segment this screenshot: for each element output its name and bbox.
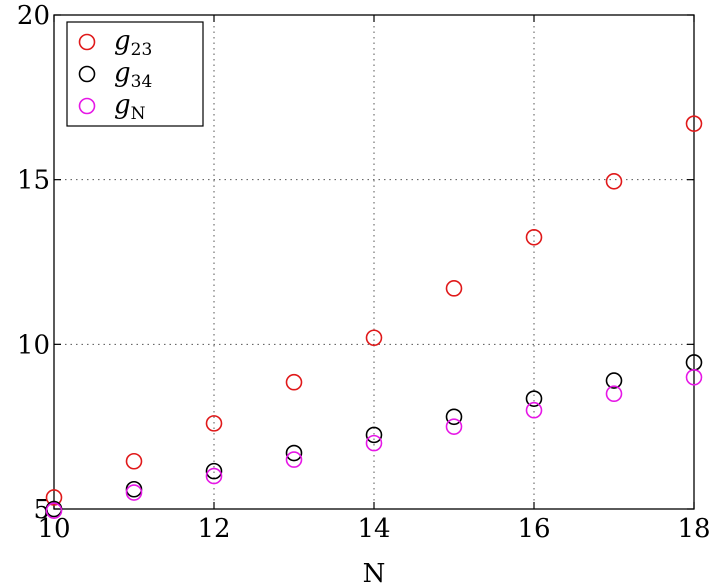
data-point-series-0 [445, 280, 463, 297]
x-tick-label: 18 [677, 514, 710, 544]
legend-label-subscript: 34 [131, 72, 153, 92]
x-tick-label: 16 [517, 514, 550, 544]
data-point-series-1 [125, 480, 143, 498]
data-point-series-2 [525, 401, 543, 419]
legend-marker [78, 97, 96, 115]
data-point-series-1 [205, 462, 223, 480]
data-point-series-2 [205, 467, 223, 485]
y-tick-label: 5 [33, 495, 50, 525]
legend-marker [78, 33, 96, 51]
data-point-series-2 [45, 502, 63, 519]
x-tick-label: 12 [197, 514, 230, 544]
grid-lines [54, 15, 694, 509]
legend-label: gN [114, 90, 146, 124]
x-axis-label: N [363, 559, 386, 588]
data-point-series-0 [605, 173, 623, 190]
data-point-series-0 [285, 373, 303, 391]
data-point-series-0 [365, 329, 383, 347]
legend-box [66, 21, 204, 127]
data-point-series-2 [445, 418, 463, 435]
y-tick-label: 10 [17, 330, 50, 360]
data-point-series-2 [605, 385, 623, 403]
data-point-series-1 [285, 444, 303, 462]
data-point-series-0 [125, 452, 143, 470]
data-point-series-2 [125, 484, 143, 501]
data-point-series-1 [365, 426, 383, 444]
legend-marker [78, 65, 96, 83]
x-tick-label: 14 [357, 514, 390, 544]
data-point-series-0 [525, 229, 543, 246]
data-point-series-0 [685, 115, 703, 132]
data-point-series-1 [445, 408, 463, 426]
data-point-series-0 [45, 489, 63, 506]
x-tick-label: 10 [37, 514, 70, 544]
y-tick-label: 20 [17, 1, 50, 31]
axis-ticks [53, 14, 695, 510]
data-points [45, 115, 703, 519]
data-point-series-2 [285, 451, 303, 468]
legend-label-subscript: 23 [131, 40, 153, 60]
data-point-series-2 [685, 368, 703, 386]
data-point-series-1 [525, 390, 543, 407]
data-point-series-0 [205, 415, 223, 432]
y-tick-label: 15 [17, 166, 50, 196]
legend-label-subscript: N [131, 104, 146, 124]
data-point-series-1 [605, 372, 623, 389]
data-point-series-2 [365, 434, 383, 452]
